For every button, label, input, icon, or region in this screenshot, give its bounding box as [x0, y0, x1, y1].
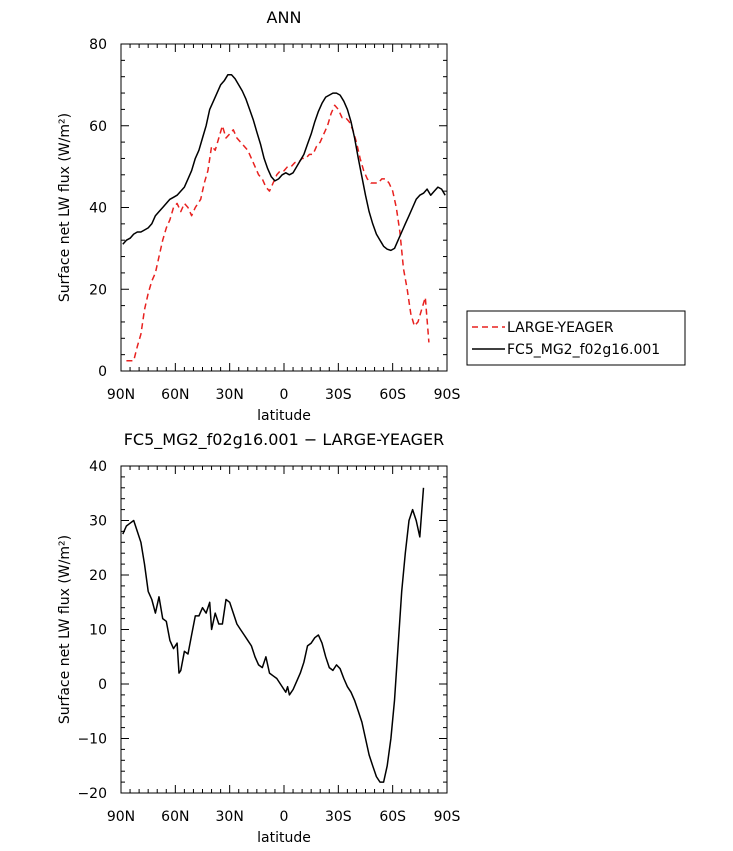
x-tick-label: 0	[280, 387, 289, 403]
x-axis-label: latitude	[257, 408, 311, 424]
legend-box	[466, 310, 686, 366]
bottom-chart-panel: 90N 60N 30N 0 30S 60S 90S −20 −10 0 10 20 30 40 FC5_MG…	[57, 430, 460, 846]
chart-title: ANN	[267, 8, 302, 27]
y-tick-label: 20	[89, 568, 107, 584]
series-line-1	[122, 73, 446, 252]
chart-title: FC5_MG2_f02g16.001 − LARGE-YEAGER	[124, 430, 445, 450]
series-line-0	[122, 487, 425, 783]
y-tick-label: 0	[98, 364, 107, 380]
x-tick-label: 0	[280, 809, 289, 825]
y-tick-label: 0	[98, 677, 107, 693]
y-tick-label: 40	[89, 459, 107, 475]
y-tick-label: 30	[89, 514, 107, 530]
y-tick-label: 60	[89, 119, 107, 135]
x-tick-label: 90N	[107, 387, 135, 403]
x-tick-label: 90S	[434, 387, 461, 403]
series-line-0	[126, 104, 430, 362]
y-tick-label: 20	[89, 282, 107, 298]
top-chart-panel: 90N 60N 30N 0 30S 60S 90S 0 20 40 60 80 ANN latitude S…	[57, 8, 460, 424]
y-tick-label: −10	[77, 732, 107, 748]
x-tick-label: 30N	[216, 387, 244, 403]
plot-frame	[120, 43, 448, 372]
x-tick-label: 90N	[107, 809, 135, 825]
x-tick-label: 60N	[161, 809, 189, 825]
x-tick-label: 30S	[325, 387, 352, 403]
x-axis-label: latitude	[257, 830, 311, 846]
y-tick-label: 10	[89, 623, 107, 639]
legend-label: FC5_MG2_f02g16.001	[507, 342, 660, 358]
plot-frame	[120, 465, 448, 794]
legend-label: LARGE-YEAGER	[507, 320, 614, 336]
y-axis-label: Surface net LW flux (W/m²)	[57, 113, 73, 302]
x-tick-label: 60S	[379, 387, 406, 403]
x-tick-label: 30N	[216, 809, 244, 825]
y-tick-label: 80	[89, 37, 107, 53]
y-axis-label: Surface net LW flux (W/m²)	[57, 535, 73, 724]
y-tick-label: −20	[77, 786, 107, 802]
y-tick-label: 40	[89, 201, 107, 217]
x-tick-label: 90S	[434, 809, 461, 825]
x-tick-label: 60N	[161, 387, 189, 403]
chart-legend: LARGE-YEAGER FC5_MG2_f02g16.001	[466, 310, 686, 366]
x-tick-label: 60S	[379, 809, 406, 825]
x-tick-label: 30S	[325, 809, 352, 825]
